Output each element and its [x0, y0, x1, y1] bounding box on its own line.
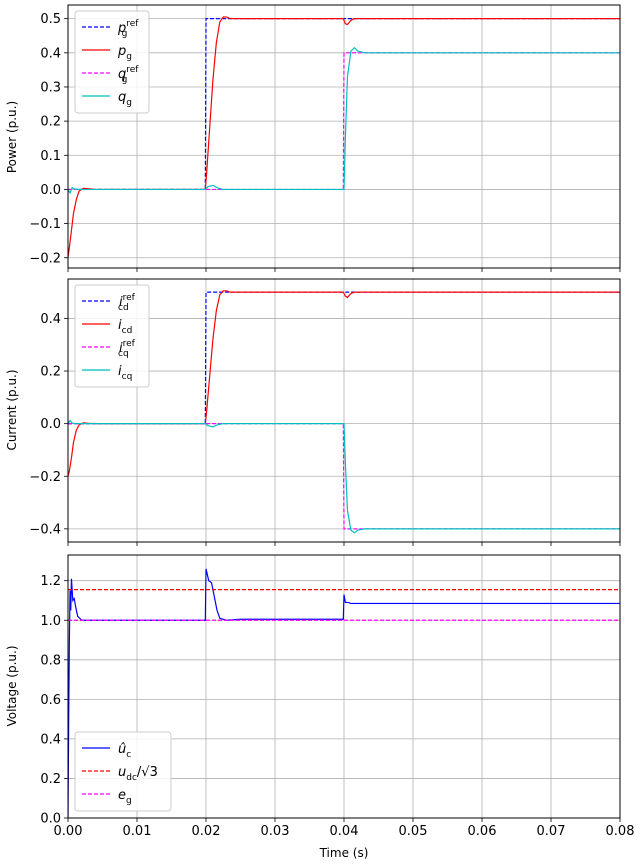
y-tick-label: 0.2	[40, 772, 61, 787]
legend-label: pg	[117, 44, 132, 62]
y-tick-label: −0.2	[29, 470, 61, 485]
y-tick-label: −0.2	[29, 251, 61, 266]
xlabel-time: Time (s)	[319, 846, 369, 860]
x-tick-label: 0.06	[468, 824, 497, 839]
ylabel-voltage: Voltage (p.u.)	[5, 645, 19, 726]
axes-2: 0.0 0.2 0.4 0.6 0.8 1.0 1.2 0.00 0.01 0.02 0.03 0.0…	[40, 554, 635, 839]
y-tick-label: 0.6	[40, 693, 61, 708]
y-tick-label: 0.4	[40, 732, 61, 747]
ylabel-power: Power (p.u.)	[5, 101, 19, 173]
legend-label: icd	[118, 318, 132, 336]
x-tick-label: 0.07	[537, 824, 566, 839]
panel-voltage: Voltage (p.u.) Time (s)	[5, 645, 368, 860]
y-tick-label: 0.2	[40, 115, 61, 130]
legend-label: icq	[118, 364, 132, 382]
y-tick-label: 1.0	[40, 614, 61, 629]
series-line-0	[68, 568, 620, 818]
y-tick-label: 0.0	[40, 812, 61, 827]
legend: iref cd icd iref cq icq	[74, 284, 150, 388]
legend-box	[74, 10, 150, 114]
legend-label: qref g	[118, 65, 139, 85]
legend: pref g pg qref g qg	[74, 10, 150, 114]
axes-0: −0.2 −0.1 0.0 0.1 0.2 0.3 0.4 0.5 pref g pg qref g qg	[29, 4, 621, 272]
legend-label: iref cd	[118, 293, 136, 313]
legend-box	[74, 284, 150, 388]
series-line-3	[68, 46, 620, 195]
legend-label: iref cq	[118, 339, 136, 359]
y-tick-label: 1.2	[40, 574, 61, 589]
y-tick-label: −0.1	[29, 217, 61, 232]
legend-label: ûc	[118, 742, 131, 760]
legend-label: pref g	[117, 19, 139, 39]
y-tick-label: 0.2	[40, 365, 61, 380]
x-tick-label: 0.04	[330, 824, 359, 839]
y-tick-label: 0.4	[40, 312, 61, 327]
x-tick-label: 0.02	[192, 824, 221, 839]
y-tick-label: 0.0	[40, 183, 61, 198]
x-tick-label: 0.01	[123, 824, 152, 839]
series-line-3	[68, 419, 620, 534]
x-tick-label: 0.00	[54, 824, 83, 839]
ylabel-current: Current (p.u.)	[5, 369, 19, 450]
x-tick-label: 0.08	[606, 824, 635, 839]
y-tick-label: 0.8	[40, 653, 61, 668]
axes-1: −0.4 −0.2 0.0 0.2 0.4 iref cd icd iref cq icq	[29, 278, 621, 546]
panel-power: Power (p.u.)	[5, 101, 19, 173]
x-tick-label: 0.05	[399, 824, 428, 839]
series-line-1	[68, 16, 620, 258]
y-tick-label: 0.0	[40, 417, 61, 432]
y-tick-label: 0.5	[40, 12, 61, 27]
legend: ûc udc/√3 eg	[74, 731, 172, 812]
x-tick-label: 0.03	[261, 824, 290, 839]
y-tick-label: 0.3	[40, 80, 61, 95]
legend-label: udc/√3	[118, 765, 158, 783]
series-line-1	[68, 290, 620, 477]
legend-box	[74, 731, 172, 812]
y-tick-label: 0.1	[40, 149, 61, 164]
legend-label: qg	[118, 90, 132, 108]
y-tick-label: −0.4	[29, 522, 61, 537]
panel-current: Current (p.u.)	[5, 369, 19, 450]
legend-label: eg	[118, 788, 132, 806]
y-tick-label: 0.4	[40, 46, 61, 61]
